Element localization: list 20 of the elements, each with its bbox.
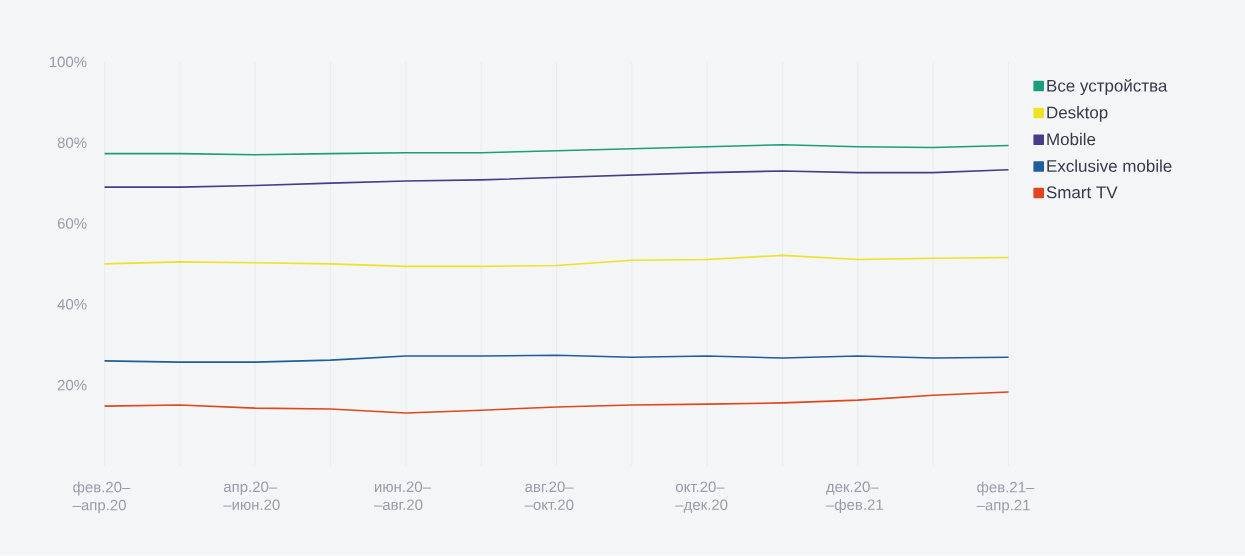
y-tick-label: 20%	[57, 379, 87, 391]
x-tick-label: авг.20– –окт.20	[524, 481, 574, 511]
legend-label: Mobile	[1047, 132, 1096, 146]
y-tick-label: 100%	[49, 56, 87, 68]
y-tick-label: 80%	[57, 137, 87, 149]
x-tick-label: дек.20– –фев.21	[825, 481, 883, 514]
line-series	[103, 254, 1010, 268]
legend-label: Все устройства	[1047, 79, 1168, 96]
x-tick-label: фев.20– –апр.20	[72, 481, 131, 514]
x-tick-label: окт.20– –дек.20	[675, 481, 728, 513]
y-tick-label: 60%	[57, 218, 87, 229]
line-series	[103, 391, 1010, 414]
legend-label: Exclusive mobile	[1047, 159, 1172, 173]
legend-label: Desktop	[1047, 106, 1108, 122]
x-tick-label: июн.20– –авг.20	[373, 481, 431, 511]
legend-label: Smart TV	[1046, 186, 1118, 199]
x-tick-label: апр.20– –июн.20	[223, 481, 280, 511]
y-tick-label: 40%	[57, 299, 87, 310]
line-series	[103, 354, 1010, 364]
x-tick-label: фев.21– –апр.21	[976, 481, 1035, 514]
